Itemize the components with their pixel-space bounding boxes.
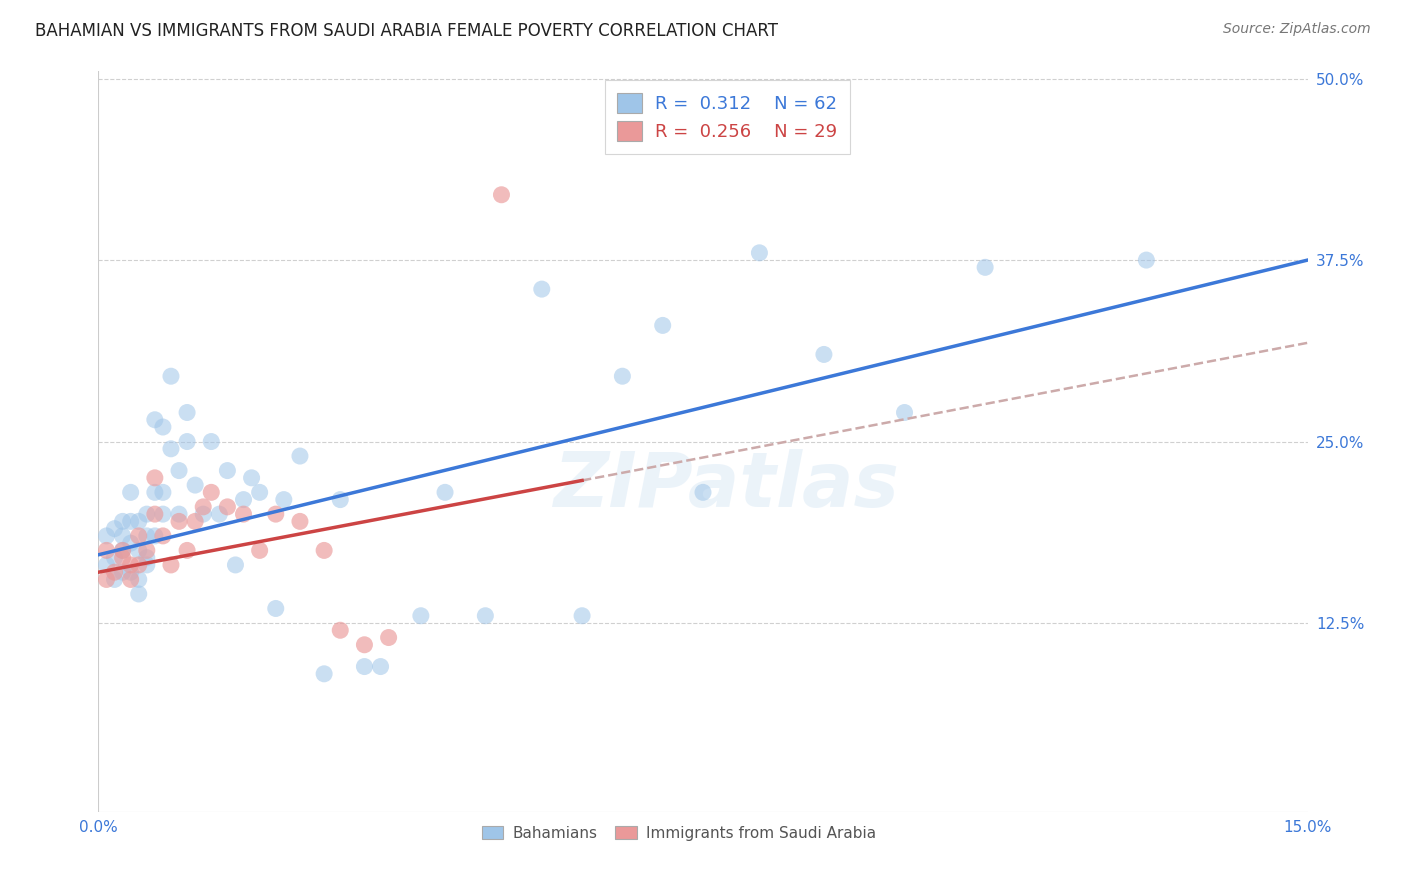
Point xyxy=(232,507,254,521)
Point xyxy=(120,573,142,587)
Point xyxy=(530,282,553,296)
Point xyxy=(143,471,166,485)
Point xyxy=(409,608,432,623)
Point xyxy=(143,413,166,427)
Point xyxy=(288,449,311,463)
Text: BAHAMIAN VS IMMIGRANTS FROM SAUDI ARABIA FEMALE POVERTY CORRELATION CHART: BAHAMIAN VS IMMIGRANTS FROM SAUDI ARABIA… xyxy=(35,22,778,40)
Point xyxy=(135,550,157,565)
Point xyxy=(128,543,150,558)
Point xyxy=(96,573,118,587)
Point xyxy=(314,666,336,681)
Point xyxy=(160,369,183,384)
Point xyxy=(200,434,222,449)
Point xyxy=(353,638,375,652)
Point xyxy=(176,405,198,419)
Point xyxy=(111,515,134,529)
Point xyxy=(152,420,174,434)
Point xyxy=(329,624,352,638)
Point xyxy=(128,515,150,529)
Point xyxy=(264,601,287,615)
Point xyxy=(103,550,125,565)
Point xyxy=(208,507,231,521)
Point xyxy=(143,485,166,500)
Point xyxy=(184,478,207,492)
Point xyxy=(120,565,142,579)
Point xyxy=(103,573,125,587)
Point xyxy=(135,543,157,558)
Point xyxy=(651,318,673,333)
Point xyxy=(152,507,174,521)
Legend: Bahamians, Immigrants from Saudi Arabia: Bahamians, Immigrants from Saudi Arabia xyxy=(474,818,884,848)
Point xyxy=(111,565,134,579)
Point xyxy=(111,543,134,558)
Point xyxy=(128,587,150,601)
Point xyxy=(692,485,714,500)
Point xyxy=(135,529,157,543)
Point xyxy=(176,434,198,449)
Point xyxy=(474,608,496,623)
Point xyxy=(377,631,399,645)
Point xyxy=(128,558,150,572)
Point xyxy=(314,543,336,558)
Point xyxy=(249,485,271,500)
Point xyxy=(184,515,207,529)
Point xyxy=(96,529,118,543)
Point xyxy=(748,245,770,260)
Point xyxy=(120,558,142,572)
Point xyxy=(329,492,352,507)
Point xyxy=(434,485,457,500)
Point xyxy=(103,522,125,536)
Point xyxy=(135,558,157,572)
Point xyxy=(96,558,118,572)
Point xyxy=(160,558,183,572)
Point xyxy=(128,529,150,543)
Point xyxy=(135,507,157,521)
Point xyxy=(111,543,134,558)
Point xyxy=(491,187,513,202)
Point xyxy=(167,464,190,478)
Point xyxy=(217,500,239,514)
Point xyxy=(176,543,198,558)
Point xyxy=(1135,253,1157,268)
Point xyxy=(571,608,593,623)
Point xyxy=(370,659,392,673)
Point xyxy=(224,558,246,572)
Point xyxy=(612,369,634,384)
Point xyxy=(111,529,134,543)
Point xyxy=(128,573,150,587)
Point xyxy=(143,529,166,543)
Point xyxy=(288,515,311,529)
Point xyxy=(103,565,125,579)
Point xyxy=(249,543,271,558)
Point xyxy=(232,492,254,507)
Point xyxy=(217,464,239,478)
Point xyxy=(152,529,174,543)
Point xyxy=(264,507,287,521)
Point xyxy=(193,500,215,514)
Point xyxy=(152,485,174,500)
Point xyxy=(273,492,295,507)
Text: Source: ZipAtlas.com: Source: ZipAtlas.com xyxy=(1223,22,1371,37)
Point xyxy=(353,659,375,673)
Point xyxy=(96,543,118,558)
Point xyxy=(813,347,835,361)
Point xyxy=(893,405,915,419)
Text: ZIPatlas: ZIPatlas xyxy=(554,449,900,523)
Point xyxy=(160,442,183,456)
Point xyxy=(120,485,142,500)
Point xyxy=(974,260,997,275)
Point xyxy=(111,550,134,565)
Point xyxy=(120,536,142,550)
Point xyxy=(120,515,142,529)
Point xyxy=(167,507,190,521)
Point xyxy=(143,507,166,521)
Point xyxy=(193,507,215,521)
Point xyxy=(240,471,263,485)
Point xyxy=(200,485,222,500)
Point xyxy=(167,515,190,529)
